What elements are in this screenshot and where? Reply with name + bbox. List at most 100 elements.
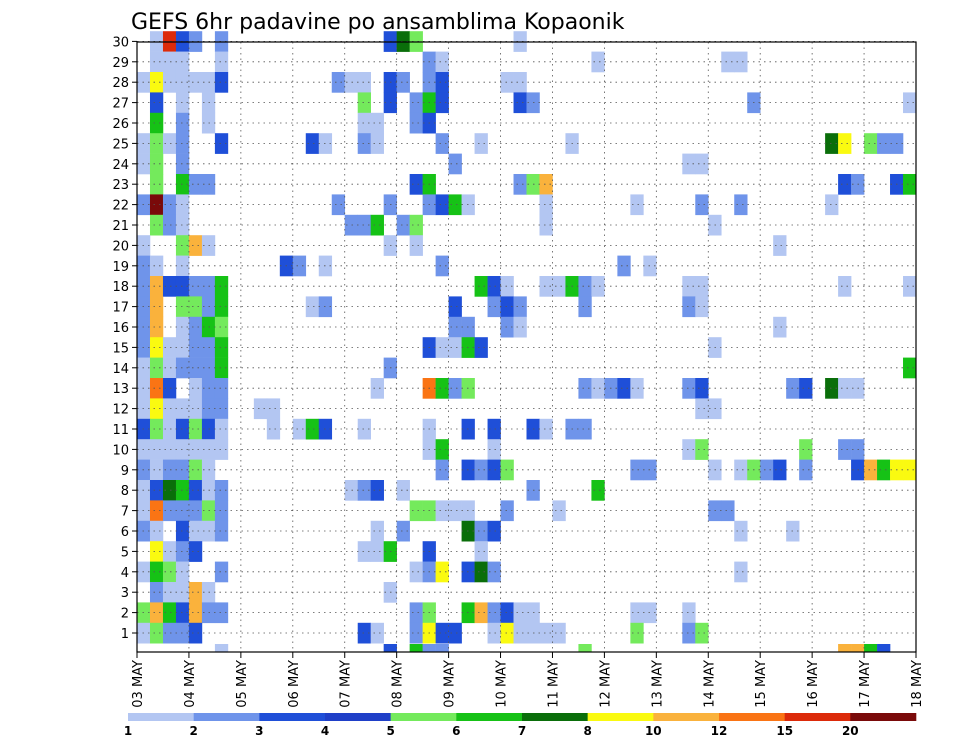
heatmap-cell (721, 500, 735, 522)
heatmap-cell (838, 276, 852, 297)
heatmap-cell (175, 112, 190, 134)
heatmap-cell (682, 276, 696, 297)
grid-lines (137, 41, 916, 652)
heatmap-cell (864, 644, 878, 653)
heatmap-cell (500, 316, 514, 338)
heatmap-cell (162, 480, 177, 501)
heatmap-cell (162, 378, 177, 399)
heatmap-cell (383, 644, 397, 653)
heatmap-cell (578, 276, 592, 297)
heatmap-cell (435, 72, 449, 93)
heatmap-cell (838, 133, 852, 154)
heatmap-cell (266, 398, 281, 420)
colorbar-swatch (850, 713, 917, 721)
heatmap-cell (149, 520, 164, 542)
colorbar-swatch (587, 713, 654, 721)
heatmap-cell (838, 439, 852, 460)
heatmap-cell (825, 378, 839, 399)
heatmap-cell (409, 622, 423, 644)
heatmap-cell (435, 133, 449, 154)
heatmap-cell (409, 500, 423, 522)
y-tick-label: 15 (112, 341, 129, 356)
heatmap-cell (188, 459, 203, 481)
heatmap-cell (487, 520, 501, 542)
heatmap-cell (630, 378, 644, 399)
x-tick-label: 07 MAY (339, 660, 354, 708)
heatmap-cell (149, 296, 164, 318)
heatmap-cell (487, 296, 501, 318)
heatmap-cell (188, 316, 203, 338)
heatmap-cell (370, 520, 384, 542)
heatmap-cell (695, 194, 709, 216)
heatmap-cell (214, 51, 229, 73)
heatmap-cell (188, 622, 203, 644)
heatmap-cell (630, 459, 644, 481)
heatmap-cell (513, 72, 527, 93)
heatmap-cell (175, 439, 190, 460)
heatmap-cell (539, 214, 553, 236)
heatmap-cell (630, 602, 644, 624)
heatmap-cell (448, 194, 462, 216)
heatmap-cell (903, 276, 917, 297)
heatmap-cell (474, 520, 488, 542)
x-tick-label: 04 MAY (183, 660, 198, 708)
heatmap-cell (825, 194, 839, 216)
colorbar-swatch (325, 713, 391, 721)
heatmap-cell (682, 153, 696, 175)
heatmap-cell (188, 378, 203, 399)
heatmap-cell (734, 459, 748, 481)
y-tick-label: 6 (121, 525, 129, 540)
y-tick-label: 25 (112, 137, 129, 152)
heatmap-cell (214, 316, 229, 338)
heatmap-cell (474, 133, 488, 154)
heatmap-cell (188, 500, 203, 522)
y-tick-label: 20 (112, 239, 129, 254)
heatmap-cell (214, 276, 229, 297)
heatmap-cell (695, 622, 709, 644)
y-tick-label: 19 (112, 260, 129, 275)
x-tick-label: 03 MAY (131, 660, 146, 708)
heatmap-cell (513, 316, 527, 338)
x-tick-label: 16 MAY (806, 660, 821, 708)
heatmap-cell (435, 337, 449, 358)
heatmap-cell (162, 459, 177, 481)
heatmap-cell (838, 174, 852, 195)
heatmap-cell (773, 459, 787, 481)
heatmap-cell (474, 561, 488, 583)
colorbar-label: 5 (387, 724, 395, 738)
heatmap-cell (175, 51, 190, 73)
heatmap-cell (188, 602, 203, 624)
heatmap-cell (175, 255, 190, 277)
heatmap-cell (370, 622, 384, 644)
heatmap-cell (188, 337, 203, 358)
y-tick-label: 11 (112, 423, 129, 438)
y-tick-label: 16 (112, 321, 129, 336)
colorbar-label: 3 (255, 724, 263, 738)
colorbar-swatch (193, 713, 260, 721)
y-axis: 1234567891011121314151617181920212223242… (112, 35, 137, 642)
heatmap-cell (539, 418, 553, 440)
x-axis: 03 MAY 04 MAY 05 MAY 06 MAY 07 MAY 08 MAY 09 M… (131, 652, 925, 708)
heatmap-cell (162, 214, 177, 236)
heatmap-cell (357, 541, 371, 562)
colorbar-label: 7 (518, 724, 526, 738)
heatmap-cell (175, 72, 190, 93)
heatmap-cell (175, 214, 190, 236)
heatmap-cell (344, 72, 359, 93)
heatmap-cell (435, 439, 449, 460)
y-tick-label: 1 (121, 627, 129, 642)
heatmap-cell (422, 644, 436, 653)
heatmap-cell (799, 439, 813, 460)
heatmap-cell (149, 92, 164, 114)
heatmap-cell (149, 337, 164, 358)
heatmap-cell (435, 561, 449, 583)
heatmap-cell (188, 418, 203, 440)
heatmap-cell (695, 398, 709, 420)
heatmap-cell (175, 133, 190, 154)
heatmap-cell (214, 520, 229, 542)
heatmap-cell (435, 500, 449, 522)
heatmap-cell (474, 602, 488, 624)
heatmap-cell (188, 520, 203, 542)
heatmap-cell (591, 378, 605, 399)
heatmap-cell (838, 378, 852, 399)
